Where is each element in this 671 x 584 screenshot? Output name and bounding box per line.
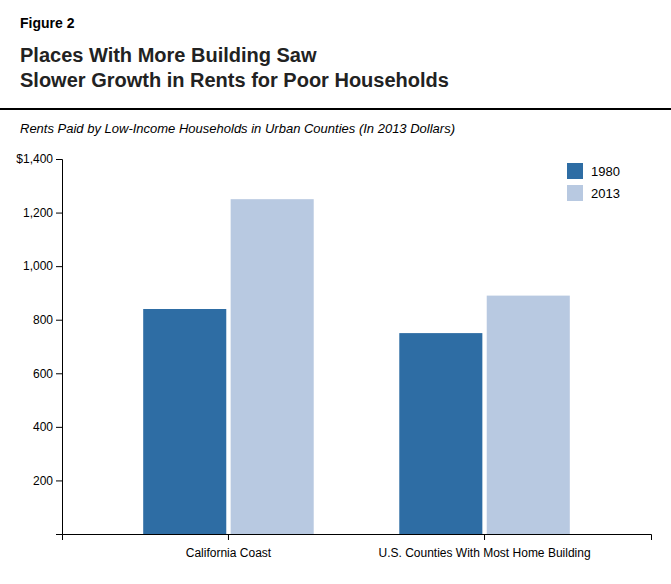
y-tick-label: 800 xyxy=(33,313,53,327)
legend-item: 2013 xyxy=(567,185,620,201)
bar xyxy=(231,199,314,534)
y-tick-label: 200 xyxy=(33,474,53,488)
y-tick: 400 xyxy=(33,420,62,434)
y-tick-mark xyxy=(56,427,62,428)
x-tick: U.S. Counties With Most Home Building xyxy=(378,534,590,560)
chart: Figure 2 Places With More Building Saw Slo… xyxy=(0,0,671,584)
legend-label: 1980 xyxy=(591,164,620,179)
title: Places With More Building Saw Slower Grow… xyxy=(20,44,449,91)
legend: 1980 2013 xyxy=(567,163,620,201)
legend-item: 1980 xyxy=(567,163,620,179)
x-tick-mark xyxy=(228,534,229,540)
legend-swatch xyxy=(567,163,583,179)
y-tick-mark xyxy=(56,266,62,267)
title-line: Places With More Building Saw xyxy=(20,44,317,66)
y-tick-mark xyxy=(56,159,62,160)
y-tick-mark xyxy=(56,480,62,481)
y-tick-mark xyxy=(56,213,62,214)
x-axis-line xyxy=(63,535,652,541)
y-tick: 1,000 xyxy=(23,259,62,273)
x-tick-mark xyxy=(484,534,485,540)
y-tick-label: 400 xyxy=(33,420,53,434)
y-tick-label: 1,000 xyxy=(23,259,53,273)
plot: 200 400 600 800 1,000 1,200 $1,400 California C… xyxy=(16,152,651,560)
bar xyxy=(487,296,570,534)
bars xyxy=(143,199,570,534)
header-separator xyxy=(0,108,671,110)
x-tick: California Coast xyxy=(186,534,272,560)
y-tick: 800 xyxy=(33,313,62,327)
bar xyxy=(143,309,226,534)
figure-label: Figure 2 xyxy=(20,15,75,31)
y-tick-mark xyxy=(56,373,62,374)
y-tick-mark xyxy=(56,320,62,321)
x-axis: California Coast U.S. Counties With Most … xyxy=(63,534,652,560)
y-tick: 1,200 xyxy=(23,206,62,220)
legend-swatch xyxy=(567,185,583,201)
x-tick-label: U.S. Counties With Most Home Building xyxy=(378,546,590,560)
y-tick: $1,400 xyxy=(16,152,62,166)
y-tick: 600 xyxy=(33,367,62,381)
bar xyxy=(399,333,482,534)
y-axis: 200 400 600 800 1,000 1,200 $1,400 xyxy=(16,152,62,534)
x-tick-label: California Coast xyxy=(186,546,272,560)
subtitle: Rents Paid by Low-Income Households in U… xyxy=(20,121,455,136)
y-axis-line xyxy=(56,160,63,535)
y-tick-label: 1,200 xyxy=(23,206,53,220)
y-tick-label: $1,400 xyxy=(16,152,53,166)
y-tick: 200 xyxy=(33,474,62,488)
bar-series xyxy=(231,199,570,534)
y-tick-label: 600 xyxy=(33,367,53,381)
legend-label: 2013 xyxy=(591,186,620,201)
title-line: Slower Growth in Rents for Poor Househol… xyxy=(20,69,449,91)
